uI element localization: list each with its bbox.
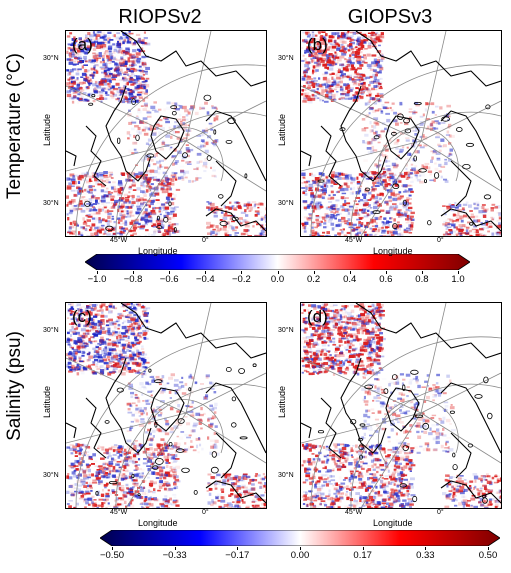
panel-a-label: (a) [72,35,93,54]
colorbar-salinity-bar [99,529,501,547]
panel-a-lon-tick-0: 0° [202,237,209,244]
panel-a-xlabel: Longitude [138,246,178,256]
colorbar-salinity-tickmark-5 [425,547,427,550]
colorbar-temperature-tickmark-10 [458,271,459,274]
colorbar-salinity-tickmark-0 [112,547,113,550]
column-title-riopsv2: RIOPSv2 [118,6,202,28]
colorbar-temperature [84,253,471,271]
panel-d-lon-tick-45w: 45°W [345,509,363,516]
colorbar-temperature-tick-10: 1.0 [451,274,465,285]
colorbar-temperature-tickmark-6 [313,271,315,274]
panel-a-lon-tick-45w: 45°W [110,237,128,244]
colorbar-temperature-tick-8: 0.6 [379,274,393,285]
panel-b: (b) [300,30,502,237]
colorbar-temperature-tickmark-7 [349,271,351,274]
colorbar-salinity-tickmark-4 [362,547,364,550]
colorbar-temperature-tick-9: 0.8 [415,274,429,285]
panel-d-ylabel: Latitude [277,385,288,419]
panel-d: (d) [300,302,502,509]
colorbar-temperature-tickmark-1 [133,271,135,274]
colorbar-salinity-tickmark-6 [488,547,489,550]
panel-b-map [301,31,501,236]
colorbar-salinity-tickmark-2 [237,547,239,550]
panel-c-map [66,303,266,508]
panel-d-map [301,303,501,508]
colorbar-temperature-tick-7: 0.4 [343,274,357,285]
colorbar-temperature-tickmark-8 [385,271,387,274]
colorbar-temperature-tick-1: −0.8 [123,274,143,285]
colorbar-temperature-tick-3: −0.4 [195,274,215,285]
colorbar-salinity-tick-4: 0.17 [353,550,372,561]
panel-a-ylabel: Latitude [42,113,53,147]
panel-c-label: (c) [72,307,92,326]
colorbar-temperature-tick-6: 0.2 [306,274,321,285]
panel-b-ylabel: Latitude [277,113,288,147]
colorbar-temperature-tickmark-4 [241,271,243,274]
colorbar-temperature-tickmark-3 [205,271,207,274]
colorbar-temperature-tickmark-2 [169,271,171,274]
row-title-temperature: Temperature (°C) [4,53,25,199]
colorbar-salinity-tickmark-3 [300,547,301,550]
panel-c-lat-tick-top: 30°N [43,327,59,334]
panel-d-lat-tick-bottom: 30°N [278,472,294,479]
panel-b-xlabel: Longitude [373,246,413,256]
panel-d-xlabel: Longitude [373,518,413,528]
colorbar-temperature-tickmark-0 [97,271,98,274]
colorbar-salinity-tick-3: 0.00 [290,550,310,561]
colorbar-temperature-tickmark-5 [277,271,279,274]
colorbar-salinity-tick-2: −0.17 [225,550,250,561]
panel-c-xlabel: Longitude [138,518,178,528]
panel-b-lat-tick-top: 30°N [278,55,294,62]
colorbar-salinity-tick-5: 0.33 [416,550,435,561]
panel-d-lon-tick-0: 0° [437,509,444,516]
panel-b-label: (b) [307,35,328,54]
colorbar-temperature-tick-0: −1.0 [87,274,107,285]
colorbar-salinity [99,529,501,547]
colorbar-temperature-tick-4: −0.2 [232,274,251,285]
panel-a-lat-tick-top: 30°N [43,55,59,62]
colorbar-temperature-tick-5: 0.0 [270,274,285,285]
panel-c-ylabel: Latitude [42,385,53,419]
colorbar-salinity-tickmark-1 [174,547,176,550]
colorbar-temperature-tickmark-9 [421,271,423,274]
colorbar-salinity-tick-1: −0.33 [162,550,187,561]
panel-b-lon-tick-0: 0° [437,237,444,244]
panel-c-lon-tick-45w: 45°W [110,509,128,516]
panel-c-lat-tick-bottom: 30°N [43,472,59,479]
panel-d-label: (d) [307,307,328,326]
colorbar-salinity-tick-6: 0.50 [478,550,498,561]
panel-a: (a) [65,30,267,237]
panel-b-lon-tick-45w: 45°W [345,237,363,244]
row-title-salinity: Salinity (psu) [4,331,25,441]
panel-d-lat-tick-top: 30°N [278,327,294,334]
column-title-giopsv3: GIOPSv3 [347,6,433,28]
panel-a-lat-tick-bottom: 30°N [43,200,59,207]
colorbar-temperature-tick-2: −0.6 [159,274,179,285]
panel-c: (c) [65,302,267,509]
panel-c-lon-tick-0: 0° [202,509,209,516]
colorbar-temperature-bar [84,253,471,271]
panel-a-map [66,31,266,236]
panel-b-lat-tick-bottom: 30°N [278,200,294,207]
colorbar-salinity-tick-0: −0.50 [99,550,125,561]
